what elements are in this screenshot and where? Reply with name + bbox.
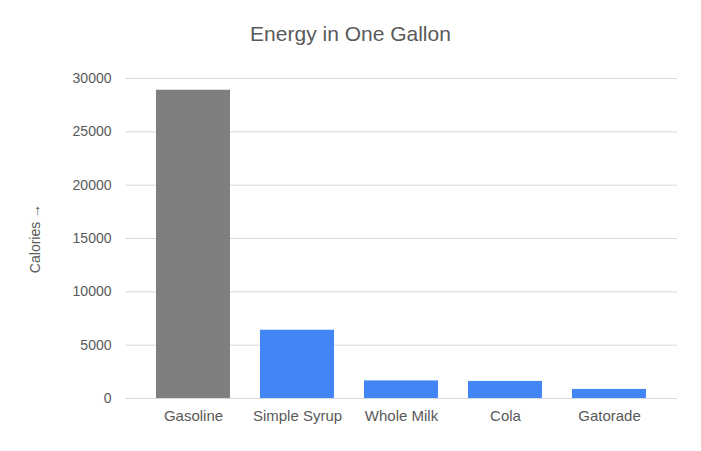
svg-text:Whole Milk: Whole Milk	[365, 407, 439, 424]
html-text:Energy in One Gallon: Energy in One Gallon	[250, 22, 451, 45]
svg-text:Gatorade: Gatorade	[578, 407, 641, 424]
svg-text:25000: 25000	[73, 123, 112, 139]
svg-text:10000: 10000	[73, 283, 112, 299]
svg-text:30000: 30000	[73, 70, 112, 86]
svg-text:Gasoline: Gasoline	[164, 407, 223, 424]
svg-text:Cola: Cola	[490, 407, 522, 424]
svg-text:15000: 15000	[73, 230, 112, 246]
svg-text:0: 0	[104, 390, 112, 406]
svg-text:Calories →: Calories →	[27, 204, 43, 273]
svg-text:Simple Syrup: Simple Syrup	[253, 407, 342, 424]
svg-text:20000: 20000	[73, 177, 112, 193]
svg-text:5000: 5000	[80, 337, 111, 353]
